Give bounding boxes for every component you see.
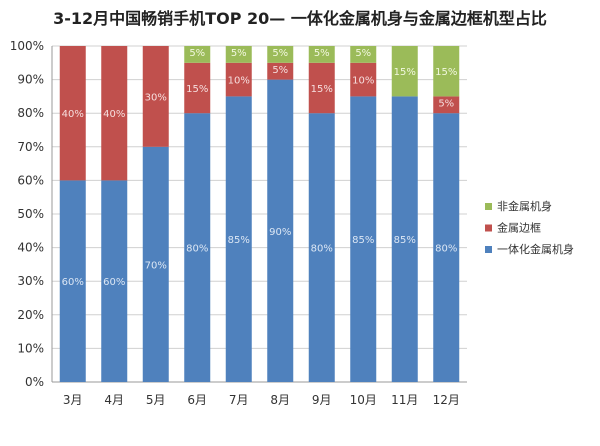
chart-title: 3-12月中国畅销手机TOP 20— 一体化金属机身与金属边框机型占比	[53, 9, 547, 28]
legend-label: 金属边框	[497, 221, 541, 235]
data-label: 5%	[231, 48, 247, 59]
y-tick-label: 100%	[10, 39, 44, 53]
data-label: 5%	[314, 48, 330, 59]
data-label: 70%	[145, 260, 167, 271]
y-tick-label: 80%	[17, 106, 44, 120]
bar-segment	[308, 62, 335, 114]
legend-label: 一体化金属机身	[497, 242, 574, 256]
bar-segment	[142, 46, 169, 147]
y-tick-label: 90%	[17, 73, 44, 87]
y-tick-label: 70%	[17, 140, 44, 154]
data-label: 5%	[355, 48, 371, 59]
bar-segment	[184, 113, 211, 382]
data-label: 10%	[228, 76, 250, 87]
x-tick-label: 12月	[433, 393, 460, 407]
x-tick-label: 10月	[350, 393, 377, 407]
data-label: 10%	[352, 76, 374, 87]
bar-segment	[225, 46, 252, 63]
bar-segment	[184, 62, 211, 114]
bar-segment	[59, 46, 86, 181]
y-tick-label: 60%	[17, 173, 44, 187]
bar-segment	[101, 46, 128, 181]
data-label: 85%	[228, 235, 250, 246]
y-tick-label: 30%	[17, 274, 44, 288]
y-tick-label: 50%	[17, 207, 44, 221]
y-tick-label: 10%	[17, 341, 44, 355]
data-label: 80%	[186, 244, 208, 255]
data-label: 90%	[269, 227, 291, 238]
data-label: 5%	[189, 48, 205, 59]
bar-segment	[391, 96, 418, 383]
bar-segment	[225, 62, 252, 97]
bar-segment	[433, 113, 460, 382]
bar-segment	[101, 180, 128, 382]
x-tick-label: 5月	[146, 393, 166, 407]
bar-segment	[350, 96, 377, 383]
x-tick-label: 3月	[63, 393, 83, 407]
bar-segment	[350, 46, 377, 63]
data-label: 60%	[62, 277, 84, 288]
data-label: 5%	[438, 98, 454, 109]
legend-label: 非金属机身	[497, 199, 552, 213]
data-label: 30%	[145, 92, 167, 103]
bar-segment	[59, 180, 86, 382]
y-tick-label: 0%	[25, 375, 44, 389]
x-tick-label: 8月	[270, 393, 290, 407]
y-tick-label: 20%	[17, 308, 44, 322]
bar-segment	[433, 46, 460, 97]
legend-swatch	[485, 224, 492, 232]
x-tick-label: 7月	[229, 393, 249, 407]
bar-segment	[350, 62, 377, 97]
data-label: 15%	[435, 67, 457, 78]
data-label: 5%	[272, 48, 288, 59]
x-tick-label: 4月	[104, 393, 124, 407]
data-label: 15%	[394, 67, 416, 78]
data-label: 40%	[103, 109, 125, 120]
bar-segment	[267, 62, 294, 80]
bar-segment	[142, 146, 169, 382]
data-label: 60%	[103, 277, 125, 288]
y-tick-label: 40%	[17, 241, 44, 255]
bar-segment	[225, 96, 252, 383]
data-label: 80%	[435, 244, 457, 255]
bar-segment	[433, 96, 460, 114]
x-tick-label: 11月	[391, 393, 418, 407]
data-label: 40%	[62, 109, 84, 120]
bar-segment	[308, 46, 335, 63]
bar-segment	[391, 46, 418, 97]
legend-swatch	[485, 203, 492, 210]
legend-swatch	[485, 246, 492, 253]
data-label: 15%	[186, 84, 208, 95]
bar-segment	[267, 79, 294, 382]
bar-segment	[308, 113, 335, 382]
data-label: 5%	[272, 65, 288, 76]
x-tick-label: 6月	[187, 393, 207, 407]
data-label: 80%	[311, 244, 333, 255]
data-label: 15%	[311, 84, 333, 95]
bar-segment	[267, 46, 294, 63]
x-tick-label: 9月	[312, 393, 332, 407]
bar-segment	[184, 46, 211, 63]
data-label: 85%	[394, 235, 416, 246]
data-label: 85%	[352, 235, 374, 246]
